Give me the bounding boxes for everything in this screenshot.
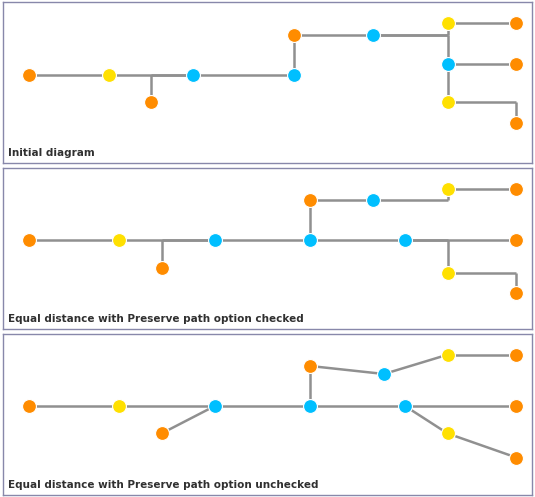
Point <box>512 454 521 462</box>
Point <box>512 237 521 245</box>
Point <box>25 402 34 410</box>
Point <box>444 351 452 359</box>
Point <box>444 185 452 193</box>
Point <box>157 429 166 437</box>
Point <box>25 71 34 79</box>
Point <box>290 71 299 79</box>
Point <box>115 402 124 410</box>
Point <box>444 60 452 68</box>
Point <box>115 237 124 245</box>
Point <box>380 370 388 378</box>
Point <box>444 429 452 437</box>
Text: Equal distance with Preserve path option unchecked: Equal distance with Preserve path option… <box>8 480 318 490</box>
Point <box>104 71 113 79</box>
Point <box>210 237 219 245</box>
Point <box>305 362 314 370</box>
Point <box>157 264 166 272</box>
Point <box>512 290 521 298</box>
Text: Equal distance with Preserve path option checked: Equal distance with Preserve path option… <box>8 314 304 324</box>
Point <box>369 31 378 39</box>
Point <box>512 60 521 68</box>
Point <box>290 31 299 39</box>
Text: Initial diagram: Initial diagram <box>8 149 95 159</box>
Point <box>444 19 452 27</box>
Point <box>512 19 521 27</box>
Point <box>401 237 409 245</box>
Point <box>210 402 219 410</box>
Point <box>369 196 378 204</box>
Point <box>305 196 314 204</box>
Point <box>305 402 314 410</box>
Point <box>305 237 314 245</box>
Point <box>189 71 197 79</box>
Point <box>444 98 452 106</box>
Point <box>512 402 521 410</box>
Point <box>512 185 521 193</box>
Point <box>512 351 521 359</box>
Point <box>401 402 409 410</box>
Point <box>25 237 34 245</box>
Point <box>444 268 452 276</box>
Point <box>512 119 521 127</box>
Point <box>147 98 155 106</box>
